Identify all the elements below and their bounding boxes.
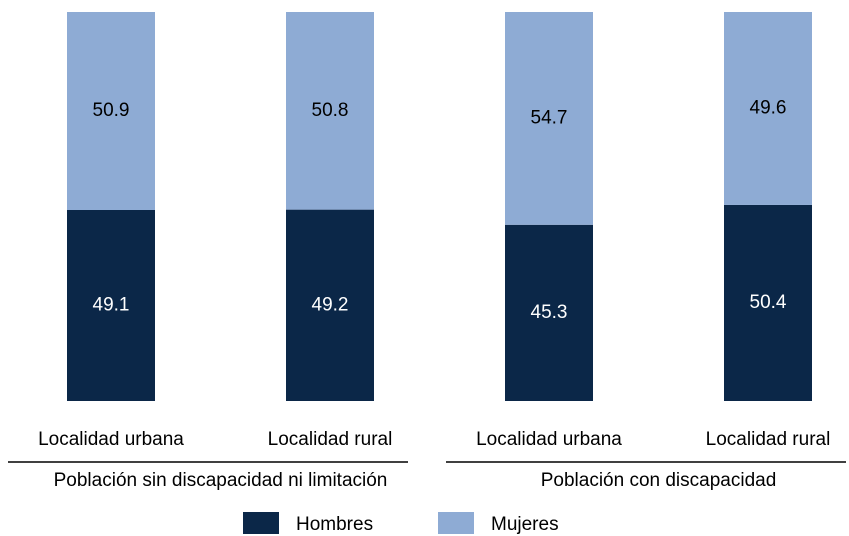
bar-segment <box>67 12 155 211</box>
x-tick-label: Localidad rural <box>706 429 831 450</box>
bar-segment <box>286 209 374 401</box>
bar-segment <box>67 210 155 401</box>
value-label: 50.8 <box>312 100 349 121</box>
x-tick-label: Localidad urbana <box>476 429 622 450</box>
value-label: 49.2 <box>312 294 349 315</box>
legend-swatch <box>243 512 279 534</box>
bar-segment <box>724 12 812 205</box>
x-tick-label: Localidad urbana <box>38 429 184 450</box>
value-label: 50.4 <box>750 292 787 313</box>
legend-label: Mujeres <box>491 514 559 535</box>
value-label: 45.3 <box>531 302 568 323</box>
bar-segment <box>505 224 593 401</box>
group-label: Población con discapacidad <box>541 470 777 491</box>
value-label: 49.1 <box>93 295 130 316</box>
value-label: 49.6 <box>750 97 787 118</box>
bar-segment <box>505 12 593 225</box>
legend-label: Hombres <box>296 514 373 535</box>
value-label: 50.9 <box>93 100 130 121</box>
group-label: Población sin discapacidad ni limitación <box>54 470 388 491</box>
x-tick-label: Localidad rural <box>268 429 393 450</box>
bar-segment <box>724 204 812 401</box>
legend-swatch <box>438 512 474 534</box>
bar-segment <box>286 12 374 210</box>
value-label: 54.7 <box>531 107 568 128</box>
